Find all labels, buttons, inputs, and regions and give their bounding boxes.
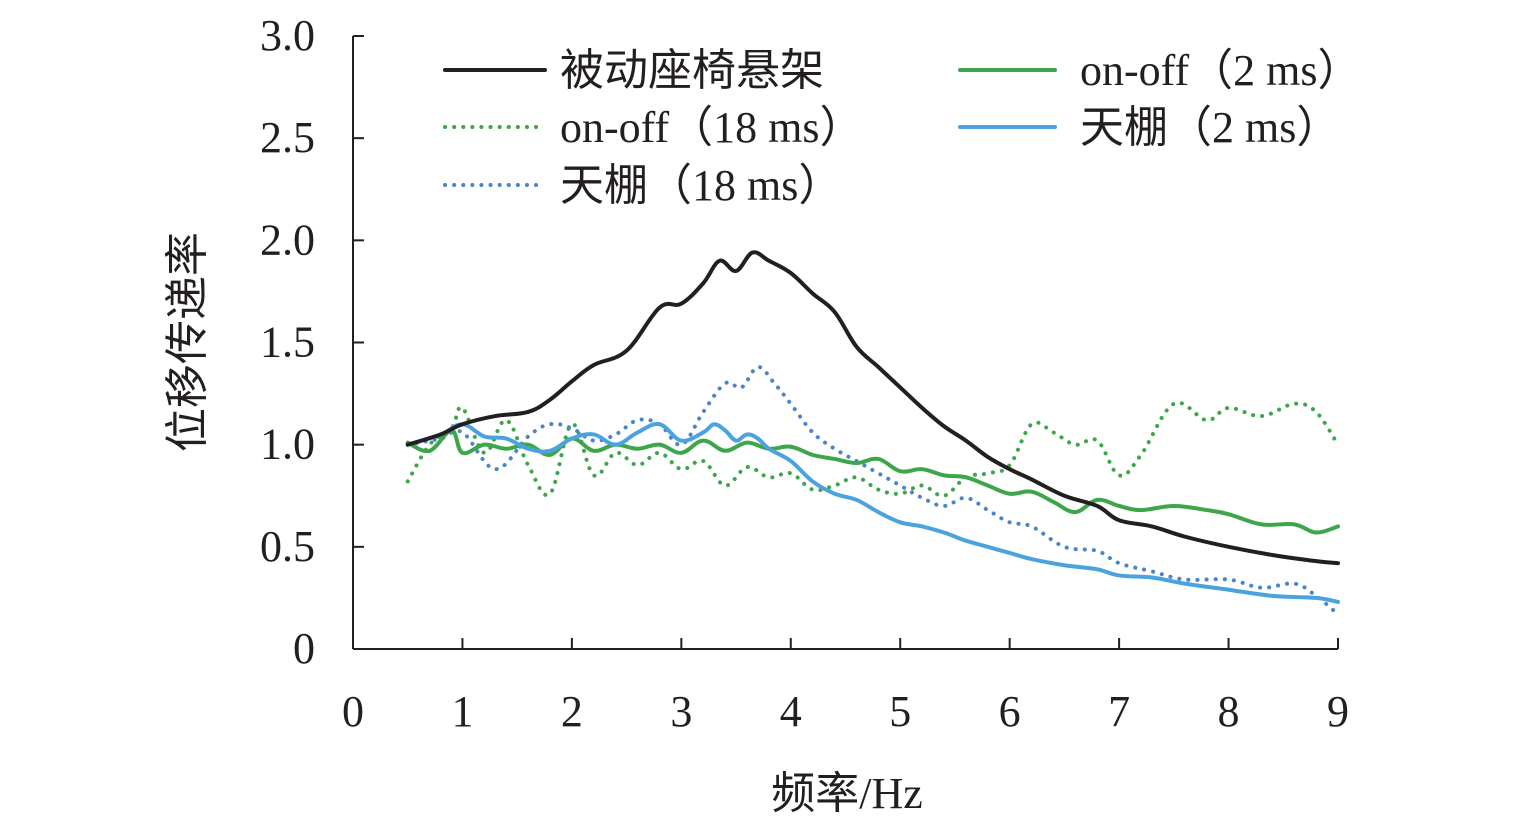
x-tick-label: 1 bbox=[451, 687, 473, 736]
series-line-2 bbox=[405, 400, 1340, 498]
x-tick-label: 7 bbox=[1108, 687, 1130, 736]
legend-label-3: 天棚（2 ms） bbox=[1080, 103, 1340, 152]
series-line-3 bbox=[405, 422, 1340, 604]
y-axis-title: 位移传递率 bbox=[163, 232, 212, 452]
x-tick-label: 6 bbox=[999, 687, 1021, 736]
x-tick-label: 4 bbox=[780, 687, 802, 736]
x-tick-label: 2 bbox=[561, 687, 583, 736]
y-tick-label: 1.5 bbox=[260, 318, 315, 367]
series-lines bbox=[405, 250, 1340, 617]
legend-label-2: on-off（18 ms） bbox=[560, 103, 864, 152]
x-tick-label: 0 bbox=[342, 687, 364, 736]
y-tick-label: 3.0 bbox=[260, 11, 315, 60]
series-line-1 bbox=[405, 428, 1340, 535]
legend-label-4: 天棚（18 ms） bbox=[560, 161, 842, 210]
y-tick-label: 0.5 bbox=[260, 522, 315, 571]
x-tick-label: 9 bbox=[1327, 687, 1349, 736]
series-line-0 bbox=[405, 250, 1340, 566]
x-ticks: 0 1 2 3 4 5 6 7 8 9 bbox=[342, 638, 1349, 736]
y-tick-label: 2.5 bbox=[260, 113, 315, 162]
legend-label-0: 被动座椅悬架 bbox=[560, 46, 824, 95]
series-line-4 bbox=[405, 365, 1340, 617]
legend-label-1: on-off（2 ms） bbox=[1080, 46, 1362, 95]
y-tick-label: 2.0 bbox=[260, 215, 315, 264]
x-tick-label: 5 bbox=[889, 687, 911, 736]
y-tick-label: 1.0 bbox=[260, 420, 315, 469]
x-tick-label: 3 bbox=[670, 687, 692, 736]
legend: 被动座椅悬架 on-off（18 ms） 天棚（18 ms） on-off（2 ms）… bbox=[443, 46, 1362, 210]
x-axis-title: 频率/Hz bbox=[771, 769, 923, 818]
y-tick-label: 0 bbox=[293, 624, 315, 673]
y-ticks: 0 0.5 1.0 1.5 2.0 2.5 3.0 bbox=[260, 11, 364, 673]
x-tick-label: 8 bbox=[1218, 687, 1240, 736]
